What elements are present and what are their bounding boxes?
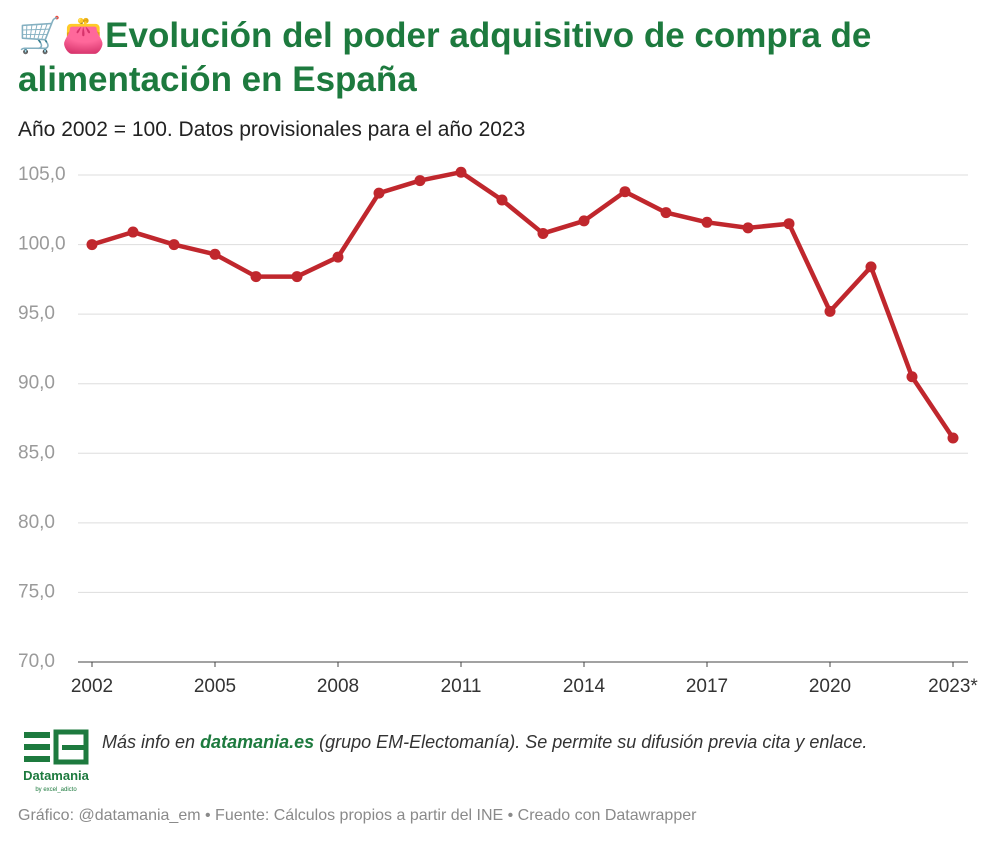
y-tick-label: 85,0	[18, 442, 55, 463]
data-point	[127, 226, 139, 238]
data-point	[455, 166, 467, 178]
y-tick-label: 90,0	[18, 373, 55, 394]
x-tick-label: 2014	[563, 676, 606, 697]
y-tick-label: 75,0	[18, 581, 55, 602]
data-line	[91, 169, 955, 440]
note: Más info en datamania.es (grupo EM-Elect…	[102, 732, 867, 753]
y-tick-label: 100,0	[18, 234, 66, 255]
data-point	[537, 227, 549, 239]
logo: Datamania by excel_adicto	[23, 729, 90, 793]
x-tick-label: 2005	[194, 676, 236, 697]
data-point	[250, 271, 262, 283]
x-tick-label: 2023*	[928, 676, 978, 697]
logo-shape	[62, 745, 86, 750]
data-point	[824, 305, 836, 317]
chart-subtitle: Año 2002 = 100. Datos provisionales para…	[18, 118, 526, 141]
data-point	[414, 175, 426, 187]
data-point	[496, 194, 508, 206]
logo-byline: by excel_adicto	[35, 787, 77, 793]
data-point	[86, 239, 98, 251]
logo-shape	[24, 744, 50, 750]
y-tick-label: 105,0	[18, 164, 66, 185]
y-tick-label: 70,0	[18, 651, 55, 672]
data-point	[947, 432, 959, 444]
y-tick-label: 95,0	[18, 303, 55, 324]
data-point	[783, 218, 795, 230]
logo-shape	[24, 732, 50, 738]
data-point	[660, 207, 672, 219]
x-tick-label: 2017	[686, 676, 728, 697]
x-tick-label: 2002	[71, 676, 113, 697]
y-tick-label: 80,0	[18, 512, 55, 533]
x-tick-label: 2008	[317, 676, 359, 697]
chart: 70,0 75,0 80,0 85,0 90,0 95,0 100,0 105,0 2002 20…	[18, 164, 978, 697]
chart-title: 🛒👛Evolución del poder adquisitivo de com…	[18, 16, 872, 99]
data-point	[332, 251, 344, 263]
data-point	[168, 239, 180, 251]
data-point	[865, 261, 877, 273]
x-tick-label: 2011	[441, 676, 482, 697]
x-tick-label: 2020	[809, 676, 851, 697]
data-point	[701, 216, 713, 228]
data-point	[906, 371, 918, 383]
data-point	[619, 186, 631, 198]
note-link[interactable]: datamania.es	[200, 732, 315, 752]
logo-name: Datamania	[23, 768, 90, 783]
data-point	[742, 222, 754, 234]
note-text: Más info en	[102, 732, 201, 752]
data-point	[291, 271, 303, 283]
data-point	[373, 187, 385, 199]
logo-shape	[24, 756, 50, 762]
data-point	[578, 215, 590, 227]
note-text: (grupo EM-Electomanía). Se permite su di…	[314, 732, 868, 752]
data-point	[209, 248, 221, 260]
footer: Gráfico: @datamania_em • Fuente: Cálculo…	[18, 807, 697, 824]
